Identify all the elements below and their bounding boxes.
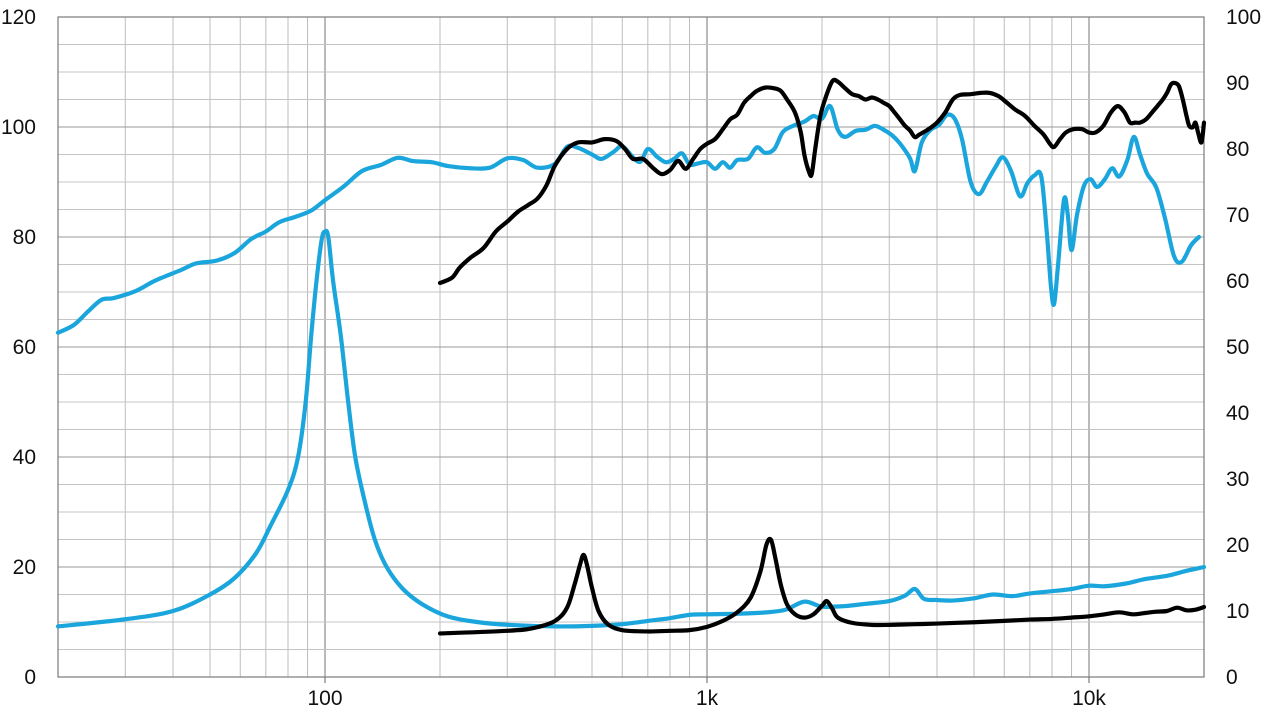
x-tick-label: 10k [1072,687,1106,710]
x-axis: 100 1k 10k [307,687,1106,710]
right-y-tick-label: 10 [1226,600,1249,623]
right-y-tick-label: 40 [1226,402,1249,425]
right-y-tick-label: 70 [1226,204,1249,227]
left-y-tick-label: 0 [24,666,36,689]
left-y-tick-label: 60 [13,336,36,359]
series-line-2 [55,228,1207,629]
plot-frame [57,16,1205,683]
x-tick-label: 1k [696,687,719,710]
series-line-4 [437,536,1207,636]
right-y-tick-label: 60 [1226,270,1249,293]
right-y-tick-label: 90 [1226,72,1249,95]
right-y-tick-label: 80 [1226,138,1249,161]
left-y-tick-label: 20 [13,556,36,579]
left-axis: 0 20 40 60 80 100 120 [1,6,36,689]
right-y-tick-label: 50 [1226,336,1249,359]
right-y-tick-label: 100 [1226,6,1261,29]
series-line-3 [437,77,1207,286]
left-y-tick-label: 80 [13,226,36,249]
right-y-tick-label: 30 [1226,468,1249,491]
right-y-tick-label: 20 [1226,534,1249,557]
series-layer [55,77,1207,636]
left-y-tick-label: 120 [1,6,36,29]
plot-border [57,16,1205,678]
grid-layer [57,16,1205,678]
right-y-tick-label: 0 [1226,666,1238,689]
right-axis: 0 10 20 30 40 50 60 70 80 90 100 [1226,6,1261,689]
left-y-tick-label: 40 [13,446,36,469]
left-y-tick-label: 100 [1,116,36,139]
series-line-1 [55,103,1202,335]
x-tick-label: 100 [307,687,342,710]
